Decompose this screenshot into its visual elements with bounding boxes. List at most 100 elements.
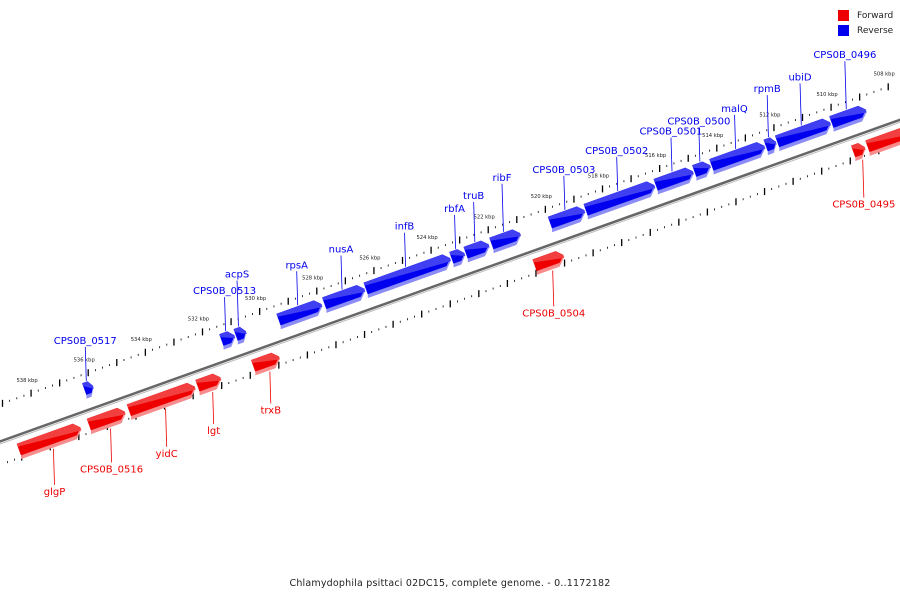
reverse-gene-CPS0B_0517[interactable] [82,381,94,399]
gene-label-CPS0B_0503: CPS0B_0503 [532,165,595,176]
reverse-gene-CPS0B_0500[interactable] [692,161,712,181]
gene-highlight [219,331,236,339]
leader-line [236,280,239,327]
gene-label-yidC: yidC [156,449,178,460]
gene-highlight [322,285,366,301]
gene-shadow [587,185,655,220]
tick-label: 528 kbp [302,276,324,282]
forward-gene-CPS0B_0495[interactable] [851,143,866,161]
reverse-gene-truB[interactable] [463,240,490,263]
leader-line [734,114,736,149]
reverse-gene-CPS0B_0496[interactable] [829,105,867,132]
gene-highlight [195,373,222,383]
gene-highlight [851,143,866,151]
gene-shadow [280,304,322,330]
forward-gene-glgP[interactable] [16,423,82,460]
legend-item-forward: Forward [838,8,893,23]
forward-gene-trxB[interactable] [251,352,281,376]
tick-label: 518 kbp [588,174,610,180]
gene-shadow [833,109,866,132]
gene-label-glgP: glgP [44,487,66,498]
tick-label: 534 kbp [131,337,153,343]
leader-line [110,428,112,463]
gene-shadow [855,147,865,161]
gene-label-ribF: ribF [492,173,511,184]
tick-label: 516 kbp [645,153,667,159]
gene-highlight [829,106,867,120]
tick-labels: 538 kbp 536 kbp 534 kbp 532 kbp 530 kbp 528 k… [16,72,895,384]
reverse-gene-infB[interactable] [363,254,452,299]
reverse-gene-rpmB[interactable] [763,137,777,156]
reverse-gene-acpS[interactable] [233,326,247,345]
leader-line [698,127,701,162]
tick-label: 510 kbp [816,92,838,98]
gene-highlight [233,327,247,335]
forward-gene-CPS0B_0516[interactable] [86,407,126,435]
gene-label-CPS0B_0504: CPS0B_0504 [522,308,585,319]
reverse-gene-CPS0B_0503[interactable] [547,206,586,233]
gene-label-lgt: lgt [207,426,220,437]
gene-label-nusA: nusA [329,244,354,255]
leader-line [552,270,555,307]
gene-highlight [489,229,522,241]
forward-swatch [838,10,849,21]
gene-highlight [583,181,656,207]
gene-shadow [536,254,564,275]
forward-genes [16,128,900,460]
reverse-gene-ribF[interactable] [489,229,522,254]
gene-shadow [199,377,221,396]
legend-label-reverse: Reverse [857,25,894,36]
reverse-gene-rbfA[interactable] [449,249,466,268]
gene-shadow [91,411,125,435]
gene-label-acpS: acpS [225,269,249,280]
legend-item-reverse: Reverse [838,23,893,38]
genome-backbone [0,118,900,443]
gene-callouts [53,61,865,485]
forward-gene-yidC[interactable] [126,382,196,420]
gene-label-CPS0B_0517: CPS0B_0517 [54,336,117,347]
gene-label-CPS0B_0516: CPS0B_0516 [80,464,143,475]
reverse-gene-malQ[interactable] [709,142,766,175]
gene-shadow [493,233,521,254]
gene-shadow [713,145,765,175]
reverse-gene-rpsA[interactable] [276,300,323,330]
gene-highlight [763,137,777,145]
gene-highlight [463,240,490,250]
leader-line [670,137,673,172]
gene-labels: glgP CPS0B_0516 yidC lgt trxB CPS0B_0504 CPS0B… [44,50,896,498]
leader-line [404,232,406,267]
tick-label: 522 kbp [474,214,496,220]
gene-highlight [532,251,565,263]
reverse-gene-ubiD[interactable] [774,118,832,152]
gene-label-CPS0B_0501: CPS0B_0501 [639,127,702,138]
leader-line [616,156,619,191]
gene-shadow [467,244,489,263]
reverse-gene-CPS0B_0513[interactable] [219,331,236,350]
leader-line [296,271,299,306]
reverse-gene-nusA[interactable] [322,285,366,313]
gene-label-CPS0B_0495: CPS0B_0495 [832,200,895,211]
gene-shadow [326,288,365,313]
gene-highlight [86,408,126,422]
gene-label-rpsA: rpsA [285,260,308,271]
gene-label-CPS0B_0500: CPS0B_0500 [667,117,730,128]
tick-label: 514 kbp [702,133,724,139]
leader-line [165,408,168,447]
leader-line [766,95,769,138]
gene-label-malQ: malQ [721,104,748,115]
gene-shadow [453,253,465,268]
forward-gene-CPS0B_0504[interactable] [532,251,565,275]
reverse-swatch [838,25,849,36]
reverse-gene-CPS0B_0501[interactable] [653,167,694,195]
gene-highlight [548,206,586,220]
gene-shadow [86,385,93,399]
tick-label: 538 kbp [16,378,38,384]
forward-gene-unnamed[interactable] [865,128,900,156]
leader-line [799,83,802,126]
leader-line [473,201,476,242]
tick-label: 520 kbp [531,194,553,200]
forward-gene-lgt[interactable] [195,373,222,396]
reverse-gene-CPS0B_0502[interactable] [583,181,656,220]
gene-highlight [653,167,694,182]
leader-line [269,371,272,404]
